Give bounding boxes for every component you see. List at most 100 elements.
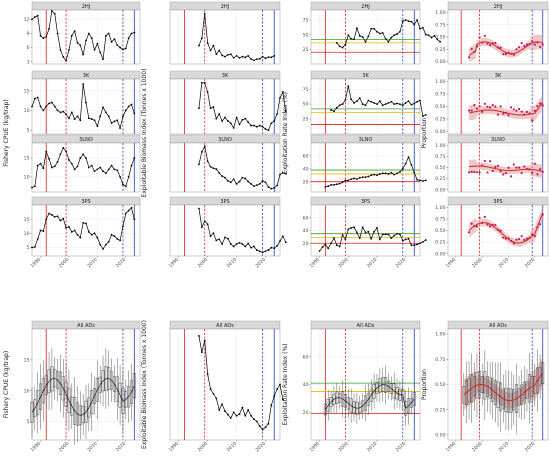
data-point xyxy=(116,44,119,47)
data-point xyxy=(531,40,534,43)
box xyxy=(352,401,356,414)
data-point xyxy=(133,157,136,159)
data-point xyxy=(467,231,471,234)
data-point xyxy=(483,34,486,37)
data-point xyxy=(341,181,344,184)
data-point xyxy=(393,234,396,237)
data-point xyxy=(427,34,430,37)
data-point xyxy=(56,215,59,218)
data-point xyxy=(350,37,353,40)
box xyxy=(346,397,350,410)
box xyxy=(530,376,534,397)
data-point xyxy=(122,183,124,186)
data-point xyxy=(515,48,518,51)
box xyxy=(30,402,34,423)
data-point xyxy=(281,172,284,174)
box xyxy=(536,367,539,394)
data-point xyxy=(421,241,424,243)
data-point xyxy=(494,41,497,45)
box xyxy=(488,377,492,399)
data-point xyxy=(353,102,355,104)
data-point xyxy=(517,237,521,241)
data-point xyxy=(215,239,218,242)
data-point xyxy=(226,413,229,416)
data-point xyxy=(531,119,534,122)
box xyxy=(56,371,60,389)
data-point xyxy=(284,110,287,113)
data-point xyxy=(68,225,70,228)
data-point xyxy=(324,185,327,188)
data-point xyxy=(270,187,273,190)
data-point xyxy=(56,32,59,35)
data-point xyxy=(113,168,116,171)
panel-allads-proportion: All ADs 0.00 0.25 0.50 0.75 1.00 1990 2000 2010 2… xyxy=(435,320,549,453)
data-point xyxy=(68,49,70,51)
data-point xyxy=(421,115,424,117)
data-point xyxy=(42,167,45,170)
data-point xyxy=(361,103,364,106)
data-point xyxy=(50,214,53,216)
box xyxy=(369,388,373,402)
data-point xyxy=(48,212,50,215)
data-point xyxy=(87,32,90,35)
data-point xyxy=(48,157,50,160)
data-point xyxy=(436,38,439,41)
data-point xyxy=(110,164,113,167)
x-tick-label: 1990 xyxy=(309,257,322,270)
data-point xyxy=(333,184,335,186)
data-point xyxy=(209,388,212,391)
strip-label: All ADs xyxy=(216,323,234,329)
data-point xyxy=(499,105,502,108)
x-tick-label: 2020 xyxy=(254,257,267,270)
data-point xyxy=(264,128,267,130)
data-point xyxy=(499,46,502,49)
data-point xyxy=(102,170,104,173)
data-point xyxy=(384,233,387,236)
data-point xyxy=(387,40,390,43)
data-point xyxy=(489,44,492,47)
data-point xyxy=(90,118,93,120)
data-point xyxy=(133,112,136,115)
data-point xyxy=(68,117,70,120)
y-tick-label: 40 xyxy=(303,166,309,172)
smooth-ribbon xyxy=(469,34,543,62)
smooth-line xyxy=(463,372,544,402)
box xyxy=(366,392,370,406)
data-point xyxy=(264,181,267,184)
y-tick-label: 0.00 xyxy=(435,59,445,65)
data-point xyxy=(361,226,364,229)
data-point xyxy=(401,239,404,242)
x-tick-label: 2020 xyxy=(524,257,537,270)
data-point xyxy=(226,237,229,240)
data-point xyxy=(381,172,384,175)
box xyxy=(486,376,489,397)
data-point xyxy=(279,96,281,99)
y-tick-label: 0.25 xyxy=(435,117,445,123)
panel-background xyxy=(31,204,141,257)
data-point xyxy=(515,109,518,112)
x-tick-label: 1990 xyxy=(29,257,42,270)
data-point xyxy=(90,37,93,40)
data-point xyxy=(99,51,102,54)
data-point xyxy=(133,218,136,221)
panel-background xyxy=(31,142,141,193)
data-point xyxy=(330,184,332,186)
smooth-line xyxy=(468,102,544,116)
data-point xyxy=(284,172,287,175)
panel-3lno-cpue: 3LNO 10 15 xyxy=(24,134,141,193)
data-point xyxy=(253,418,255,421)
data-point xyxy=(520,235,523,238)
strip-label: All ADs xyxy=(357,323,375,329)
data-point xyxy=(335,183,338,186)
strip-label: 3LNO xyxy=(359,137,373,143)
data-point xyxy=(244,177,247,180)
data-point xyxy=(330,109,332,111)
data-point xyxy=(327,185,330,188)
data-point xyxy=(267,249,270,251)
data-point xyxy=(261,428,264,431)
data-point xyxy=(203,81,206,84)
data-point xyxy=(99,166,102,169)
smooth-line xyxy=(469,165,543,172)
data-point xyxy=(48,27,50,30)
box xyxy=(409,397,413,408)
